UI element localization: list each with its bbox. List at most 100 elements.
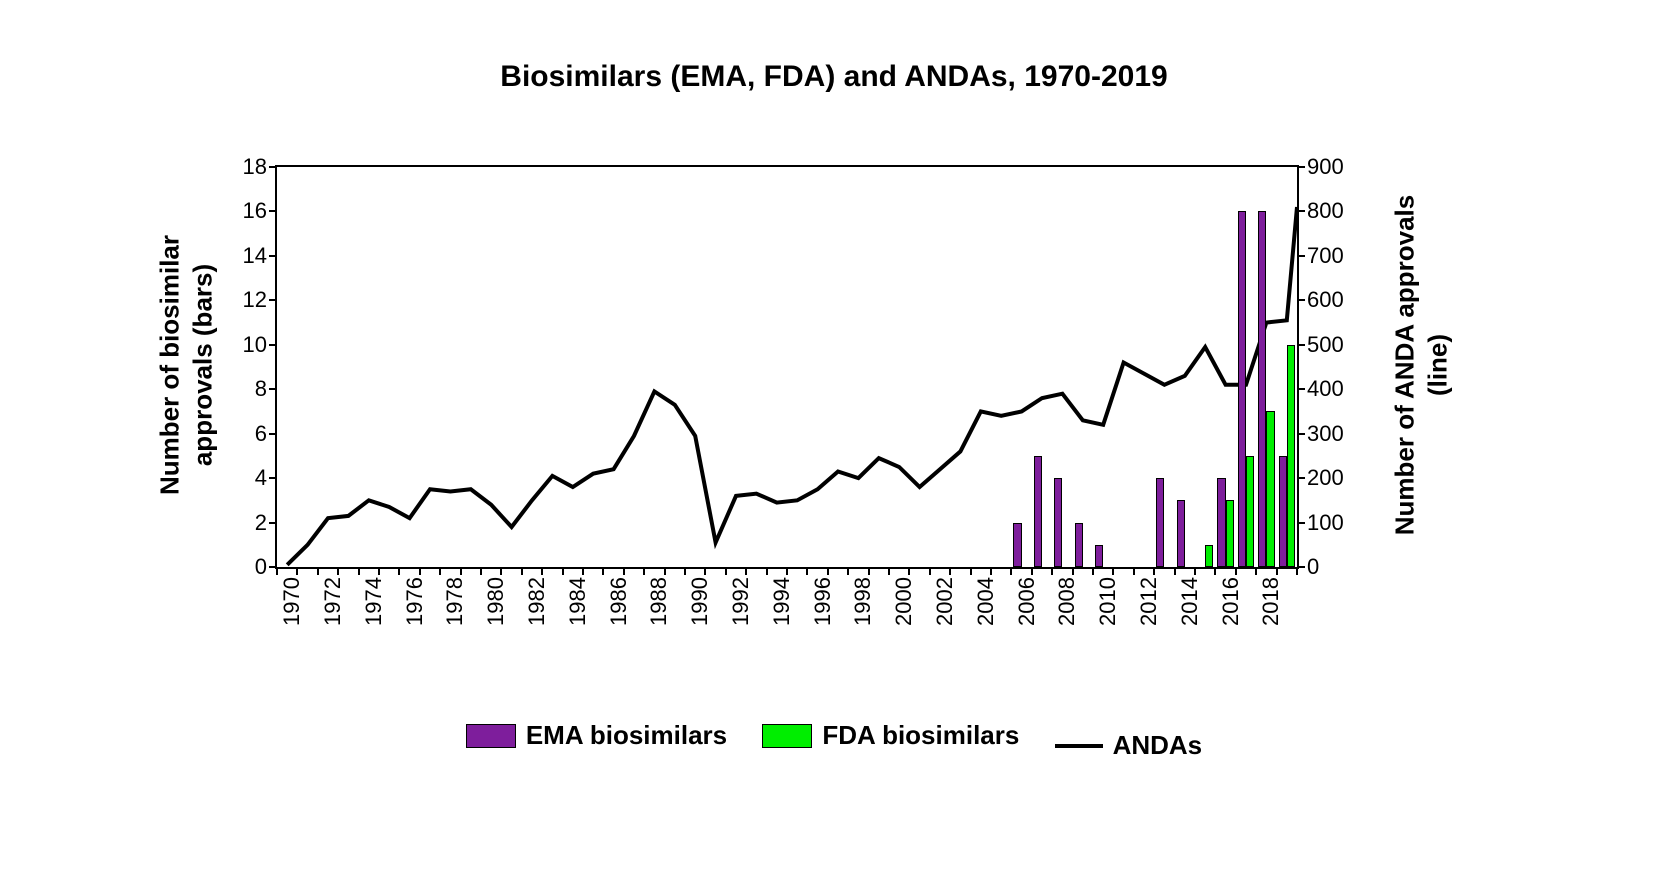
bar-ema xyxy=(1054,478,1062,567)
y-right-tick-mark xyxy=(1297,522,1305,524)
x-tick-label: 2010 xyxy=(1085,577,1121,626)
bar-fda xyxy=(1246,456,1254,567)
y-axis-left-label-line2: approvals (bars) xyxy=(188,264,219,466)
x-tick-label: 1998 xyxy=(840,577,876,626)
x-tick-mark xyxy=(1153,567,1155,575)
x-tick-label: 2002 xyxy=(922,577,958,626)
x-tick-mark xyxy=(664,567,666,575)
x-tick-mark xyxy=(562,567,564,575)
x-tick-mark xyxy=(684,567,686,575)
y-axis-right-label-line1: Number of ANDA approvals xyxy=(1390,195,1421,535)
bar-ema xyxy=(1013,523,1021,567)
x-tick-mark xyxy=(582,567,584,575)
x-tick-mark xyxy=(704,567,706,575)
x-tick-mark xyxy=(1174,567,1176,575)
y-left-tick-mark xyxy=(269,344,277,346)
y-right-tick-mark xyxy=(1297,433,1305,435)
x-tick-label: 2016 xyxy=(1208,577,1244,626)
bar-fda xyxy=(1287,345,1295,567)
x-tick-mark xyxy=(500,567,502,575)
x-tick-mark xyxy=(337,567,339,575)
x-tick-mark xyxy=(378,567,380,575)
y-right-tick-mark xyxy=(1297,166,1305,168)
x-tick-mark xyxy=(990,567,992,575)
x-tick-mark xyxy=(1031,567,1033,575)
legend-line-andas xyxy=(1055,744,1103,748)
y-left-tick-mark xyxy=(269,299,277,301)
x-tick-mark xyxy=(1092,567,1094,575)
x-tick-mark xyxy=(868,567,870,575)
line-layer xyxy=(277,167,1297,567)
y-right-tick-mark xyxy=(1297,477,1305,479)
x-tick-mark xyxy=(623,567,625,575)
legend-item-fda: FDA biosimilars xyxy=(762,720,1019,751)
legend-item-ema: EMA biosimilars xyxy=(466,720,727,751)
x-tick-label: 1974 xyxy=(351,577,387,626)
x-tick-mark xyxy=(541,567,543,575)
x-tick-mark xyxy=(602,567,604,575)
x-tick-mark xyxy=(786,567,788,575)
x-tick-label: 2000 xyxy=(881,577,917,626)
y-left-tick-mark xyxy=(269,388,277,390)
y-left-tick-mark xyxy=(269,522,277,524)
legend: EMA biosimilars FDA biosimilars ANDAs xyxy=(0,720,1668,761)
x-tick-mark xyxy=(480,567,482,575)
x-tick-label: 1980 xyxy=(473,577,509,626)
x-tick-mark xyxy=(1072,567,1074,575)
x-tick-mark xyxy=(1010,567,1012,575)
x-tick-mark xyxy=(1051,567,1053,575)
y-right-tick-mark xyxy=(1297,388,1305,390)
x-tick-label: 1994 xyxy=(759,577,795,626)
x-tick-label: 1976 xyxy=(392,577,428,626)
bar-ema xyxy=(1034,456,1042,567)
x-tick-label: 1984 xyxy=(555,577,591,626)
x-tick-label: 2008 xyxy=(1044,577,1080,626)
legend-swatch-fda xyxy=(762,724,812,748)
x-tick-mark xyxy=(929,567,931,575)
legend-label-fda: FDA biosimilars xyxy=(822,720,1019,751)
legend-swatch-ema xyxy=(466,724,516,748)
y-left-tick-mark xyxy=(269,255,277,257)
x-tick-mark xyxy=(888,567,890,575)
x-tick-mark xyxy=(806,567,808,575)
x-tick-mark xyxy=(1255,567,1257,575)
x-tick-mark xyxy=(725,567,727,575)
x-tick-mark xyxy=(1235,567,1237,575)
bar-fda xyxy=(1226,500,1234,567)
x-tick-mark xyxy=(1133,567,1135,575)
bar-fda xyxy=(1266,411,1274,567)
bar-ema xyxy=(1075,523,1083,567)
y-right-tick-mark xyxy=(1297,299,1305,301)
x-tick-label: 2004 xyxy=(963,577,999,626)
legend-item-andas: ANDAs xyxy=(1055,730,1203,761)
x-tick-label: 1978 xyxy=(432,577,468,626)
y-right-tick-mark xyxy=(1297,344,1305,346)
x-tick-mark xyxy=(970,567,972,575)
x-tick-mark xyxy=(460,567,462,575)
y-left-tick-mark xyxy=(269,210,277,212)
x-tick-mark xyxy=(276,567,278,575)
x-tick-label: 1972 xyxy=(310,577,346,626)
bar-ema xyxy=(1095,545,1103,567)
x-tick-mark xyxy=(358,567,360,575)
bar-ema xyxy=(1177,500,1185,567)
x-tick-mark xyxy=(1194,567,1196,575)
x-tick-mark xyxy=(847,567,849,575)
bar-ema xyxy=(1258,211,1266,567)
y-axis-right-label-line2: (line) xyxy=(1423,334,1454,396)
bar-ema xyxy=(1156,478,1164,567)
x-tick-label: 1990 xyxy=(677,577,713,626)
bar-fda xyxy=(1205,545,1213,567)
x-tick-mark xyxy=(317,567,319,575)
bar-ema xyxy=(1217,478,1225,567)
x-tick-label: 1986 xyxy=(596,577,632,626)
line-andas xyxy=(287,207,1297,565)
x-tick-label: 1970 xyxy=(269,577,305,626)
y-left-tick-mark xyxy=(269,433,277,435)
x-tick-label: 1988 xyxy=(636,577,672,626)
x-tick-label: 2006 xyxy=(1004,577,1040,626)
legend-label-andas: ANDAs xyxy=(1113,730,1203,761)
x-tick-mark xyxy=(908,567,910,575)
y-right-tick-mark xyxy=(1297,210,1305,212)
x-tick-label: 2012 xyxy=(1126,577,1162,626)
